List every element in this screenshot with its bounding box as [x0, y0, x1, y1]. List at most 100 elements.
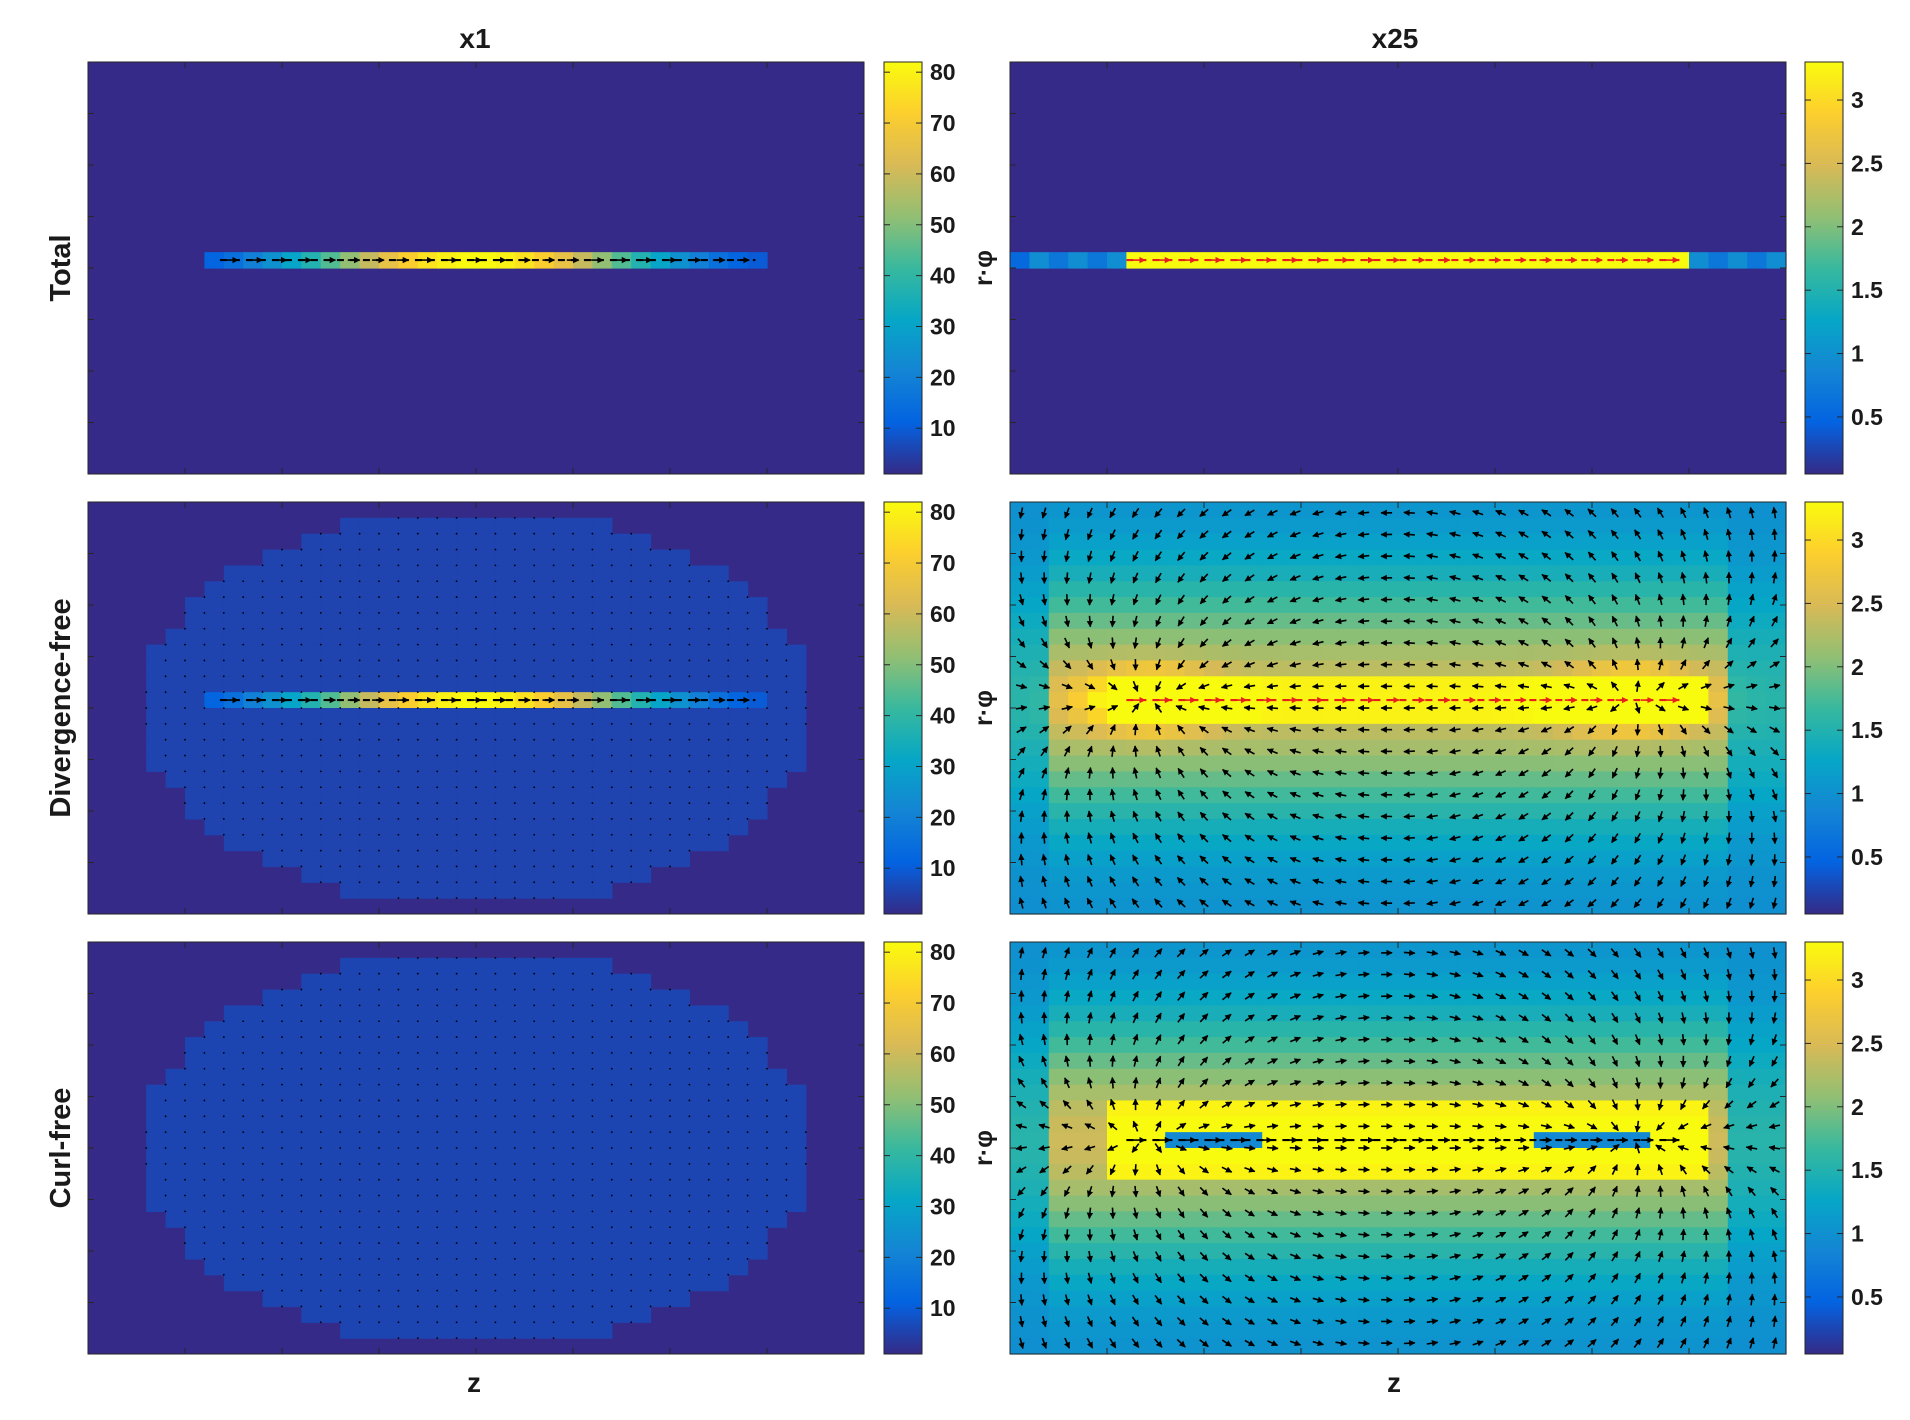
quiver-arrow	[1426, 661, 1438, 668]
quiver-arrow	[1680, 767, 1687, 780]
heatmap-cell	[1262, 818, 1283, 836]
heatmap-cell	[320, 1021, 341, 1038]
heatmap-cell	[553, 957, 574, 975]
heatmap-cell	[747, 1163, 768, 1181]
quiver-arrow	[1155, 681, 1162, 692]
quiver-dot	[339, 1194, 342, 1197]
quiver-dot	[319, 1273, 322, 1276]
heatmap-cell	[456, 866, 477, 883]
quiver-dot	[300, 643, 303, 646]
quiver-dot	[494, 1020, 497, 1023]
heatmap-cell	[670, 1100, 690, 1117]
heatmap-cell	[243, 818, 264, 836]
heatmap-cell	[340, 628, 361, 646]
quiver-dot	[475, 1004, 477, 1007]
heatmap-cell	[417, 1211, 438, 1228]
quiver-dot	[610, 627, 613, 630]
heatmap-cell	[1514, 942, 1535, 959]
heatmap-cell	[1727, 989, 1748, 1006]
quiver-dot	[455, 1210, 458, 1213]
heatmap-cell	[1766, 502, 1787, 519]
quiver-dot	[785, 1210, 788, 1213]
quiver-dot	[552, 1289, 555, 1292]
quiver-dot	[203, 596, 206, 598]
heatmap-cell	[1281, 581, 1302, 598]
heatmap-cell	[1204, 973, 1224, 991]
quiver-arrow	[1703, 746, 1710, 757]
heatmap-cell	[456, 882, 477, 899]
heatmap-cell	[592, 1306, 613, 1323]
quiver-arrow	[1038, 704, 1051, 712]
quiver-arrow	[1657, 724, 1664, 736]
quiver-dot	[436, 865, 439, 868]
quiver-dot	[727, 1178, 730, 1181]
heatmap-cell	[1301, 723, 1321, 741]
quiver-dot	[242, 1162, 245, 1165]
quiver-dot	[649, 1226, 652, 1229]
heatmap-cell	[340, 1084, 361, 1102]
quiver-arrow	[1746, 704, 1758, 712]
quiver-dot	[688, 738, 691, 741]
heatmap-cell	[1630, 957, 1651, 975]
heatmap-cell	[417, 1290, 438, 1308]
quiver-dot	[281, 1083, 283, 1086]
quiver-dot	[533, 754, 536, 757]
heatmap-cell	[456, 1132, 477, 1149]
quiver-arrow	[1064, 528, 1071, 541]
heatmap-cell	[747, 1227, 768, 1244]
heatmap-cell	[243, 1100, 264, 1117]
heatmap-cell	[476, 1084, 496, 1102]
heatmap-cell	[165, 708, 186, 725]
heatmap-cell	[417, 660, 438, 677]
heatmap-cell	[185, 787, 205, 804]
heatmap-cell	[1475, 834, 1496, 852]
quiver-arrow	[1086, 745, 1093, 757]
quiver-dot	[610, 1036, 613, 1038]
heatmap-cell	[398, 882, 419, 899]
quiver-dot	[727, 1083, 730, 1086]
quiver-arrow	[1634, 702, 1641, 714]
quiver-dot	[766, 1131, 768, 1134]
heatmap-cell	[1708, 850, 1729, 868]
heatmap-cell	[1359, 942, 1380, 959]
quiver-dot	[688, 1289, 691, 1292]
heatmap-cell	[262, 581, 283, 598]
quiver-dot	[455, 956, 458, 959]
quiver-dot	[397, 1226, 400, 1229]
heatmap-cell	[650, 850, 671, 868]
quiver-arrow	[1063, 594, 1071, 606]
heatmap-cell	[1708, 660, 1729, 677]
heatmap-cell	[1553, 818, 1574, 836]
quiver-arrow	[1746, 660, 1757, 669]
quiver-dot	[378, 1067, 380, 1070]
quiver-dot	[281, 1194, 283, 1197]
heatmap-cell	[708, 1227, 729, 1244]
quiver-dot	[591, 722, 594, 725]
heatmap-cell	[437, 676, 458, 693]
quiver-dot	[222, 1194, 225, 1197]
quiver-dot	[494, 1305, 497, 1308]
heatmap-cell	[320, 1306, 341, 1323]
heatmap-cell	[767, 1211, 787, 1228]
quiver-dot	[397, 1273, 400, 1276]
heatmap-cell	[1223, 771, 1244, 788]
heatmap-cell	[398, 708, 419, 725]
heatmap-cell	[708, 644, 729, 662]
heatmap-cell	[650, 723, 671, 741]
heatmap-cell	[728, 803, 749, 820]
heatmap-cell	[456, 1274, 477, 1292]
quiver-dot	[416, 659, 419, 662]
heatmap-cell	[1572, 739, 1593, 757]
heatmap-cell	[379, 1021, 399, 1038]
heatmap-cell	[340, 866, 361, 883]
heatmap-cell	[611, 1227, 632, 1244]
quiver-dot	[552, 1242, 555, 1244]
quiver-arrow	[1244, 509, 1255, 517]
quiver-dot	[669, 1242, 671, 1244]
heatmap-cell	[1747, 1005, 1768, 1022]
quiver-dot	[669, 770, 671, 773]
heatmap-cell	[534, 787, 555, 804]
quiver-dot	[494, 1083, 497, 1086]
quiver-dot	[552, 865, 555, 868]
quiver-arrow	[1132, 615, 1139, 628]
